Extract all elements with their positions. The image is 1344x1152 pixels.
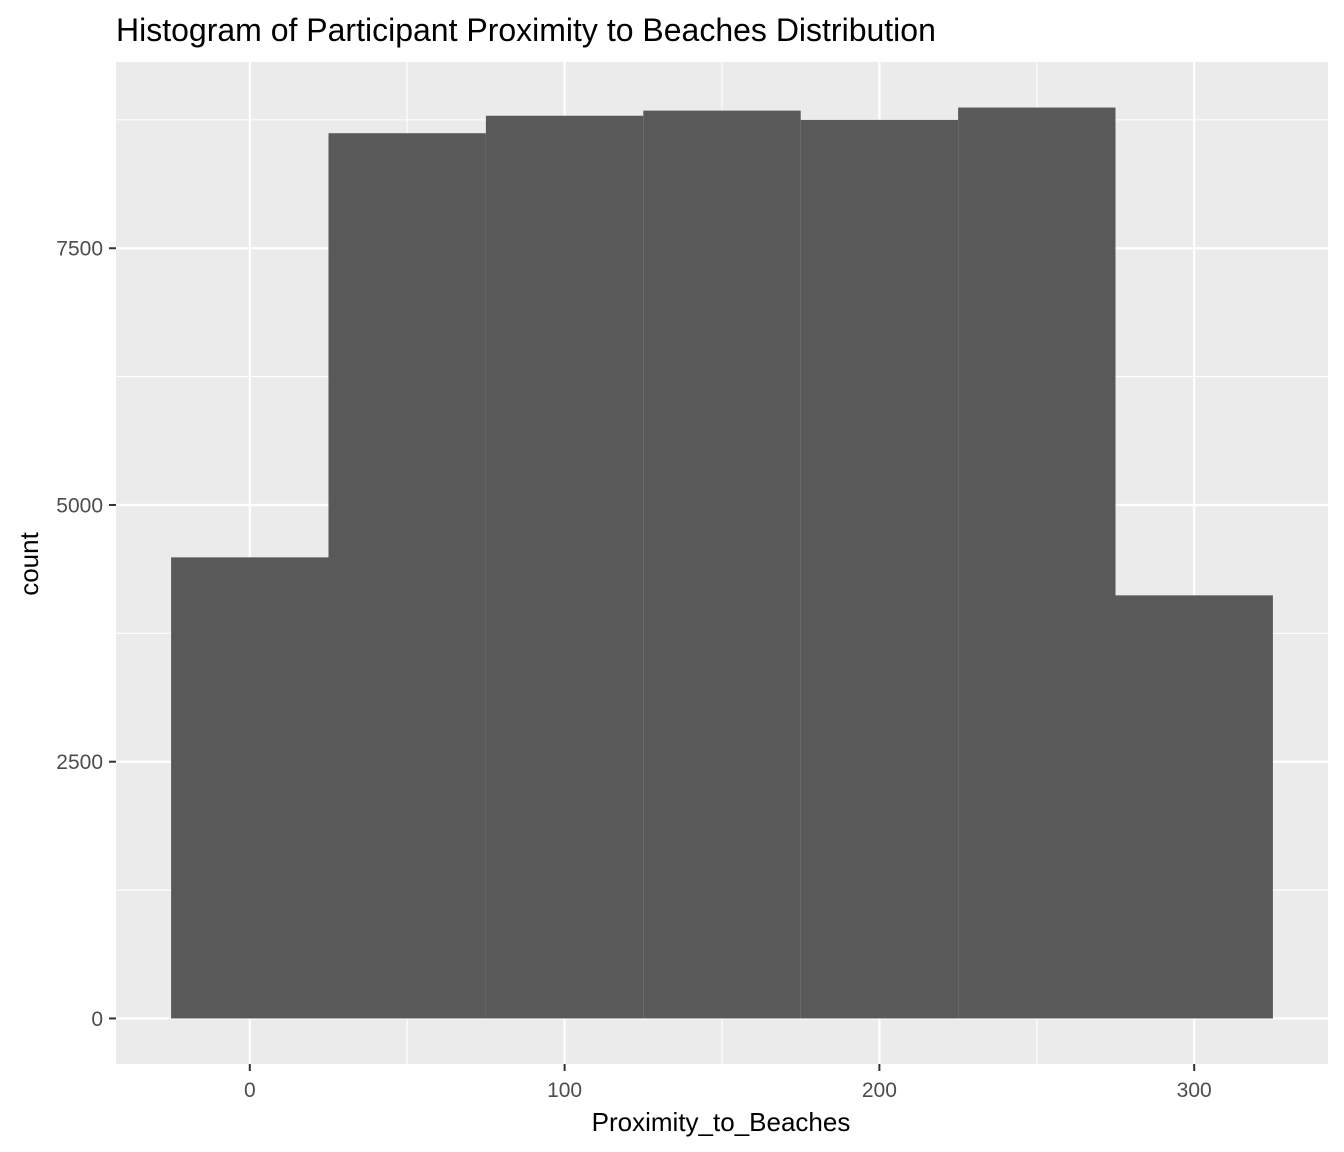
x-tick-label: 0	[244, 1079, 256, 1102]
histogram-bar-6	[958, 107, 1116, 1019]
y-tick-label: 5000	[56, 494, 103, 517]
x-tick-label: 200	[862, 1079, 897, 1102]
y-tick-label: 7500	[56, 238, 103, 261]
histogram-bars	[171, 107, 1273, 1019]
y-axis-title: count	[14, 531, 44, 595]
x-tick-label: 100	[547, 1079, 582, 1102]
histogram-bar-1	[171, 557, 329, 1019]
chart-title: Histogram of Participant Proximity to Be…	[116, 12, 936, 48]
histogram-bar-5	[800, 119, 959, 1019]
histogram-bar-2	[328, 133, 486, 1019]
histogram-bar-3	[485, 115, 644, 1019]
y-tick-label: 2500	[56, 751, 103, 774]
histogram-bar-4	[643, 110, 801, 1019]
x-tick-label: 300	[1177, 1079, 1212, 1102]
y-axis: 0 2500 5000 7500	[56, 238, 116, 1031]
y-tick-label: 0	[91, 1008, 103, 1031]
x-axis-title: Proximity_to_Beaches	[592, 1107, 851, 1137]
histogram-bar-7	[1115, 595, 1273, 1019]
x-axis: 0 100 200 300	[244, 1064, 1212, 1102]
